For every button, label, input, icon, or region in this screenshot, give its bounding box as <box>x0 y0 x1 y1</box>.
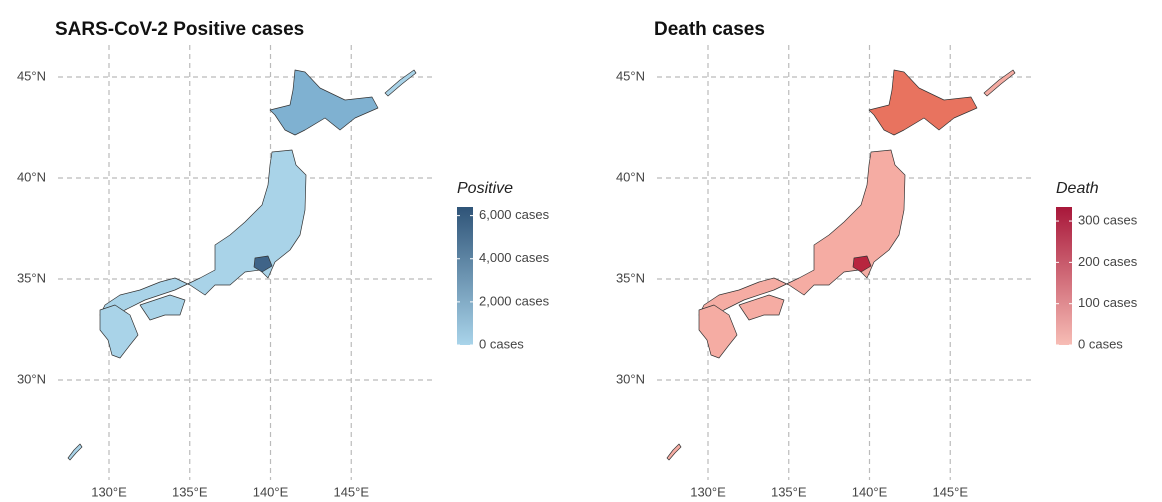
map-title: SARS-CoV-2 Positive cases <box>55 19 304 40</box>
legend-colorbar <box>1056 207 1072 345</box>
legend-label: 0 cases <box>1078 336 1123 351</box>
legend-label: 4,000 cases <box>479 250 550 265</box>
map-panel: SARS-CoV-2 Positive cases 130°E 135°E 140°E… <box>17 19 550 499</box>
map-panel: Death cases 130°E 135°E 140°E 145°E 30°N 35°N 4… <box>616 19 1138 499</box>
region <box>99 149 307 321</box>
lon-tick-label: 145°E <box>333 484 369 499</box>
legend-title: Death <box>1056 180 1099 197</box>
lat-tick-label: 45°N <box>17 68 46 83</box>
lat-tick-label: 30°N <box>616 371 645 386</box>
map-title: Death cases <box>654 19 765 40</box>
legend-colorbar <box>457 207 473 345</box>
region <box>698 149 906 321</box>
lat-tick-label: 40°N <box>616 169 645 184</box>
lat-tick-label: 45°N <box>616 68 645 83</box>
lat-tick-label: 35°N <box>17 270 46 285</box>
lon-tick-label: 140°E <box>852 484 888 499</box>
lat-tick-label: 35°N <box>616 270 645 285</box>
lon-tick-label: 140°E <box>253 484 289 499</box>
lon-tick-label: 135°E <box>172 484 208 499</box>
legend-label: 2,000 cases <box>479 293 550 308</box>
lat-tick-label: 30°N <box>17 371 46 386</box>
lat-tick-label: 40°N <box>17 169 46 184</box>
legend-label: 100 cases <box>1078 295 1138 310</box>
region <box>269 69 379 136</box>
legend-title: Positive <box>457 180 513 197</box>
region <box>698 304 738 359</box>
lon-tick-label: 130°E <box>91 484 127 499</box>
lon-tick-label: 135°E <box>771 484 807 499</box>
legend-label: 200 cases <box>1078 254 1138 269</box>
region <box>868 69 978 136</box>
region <box>99 304 139 359</box>
lon-tick-label: 130°E <box>690 484 726 499</box>
legend-label: 300 cases <box>1078 212 1138 227</box>
lon-tick-label: 145°E <box>932 484 968 499</box>
legend-label: 6,000 cases <box>479 207 550 222</box>
legend-label: 0 cases <box>479 336 524 351</box>
